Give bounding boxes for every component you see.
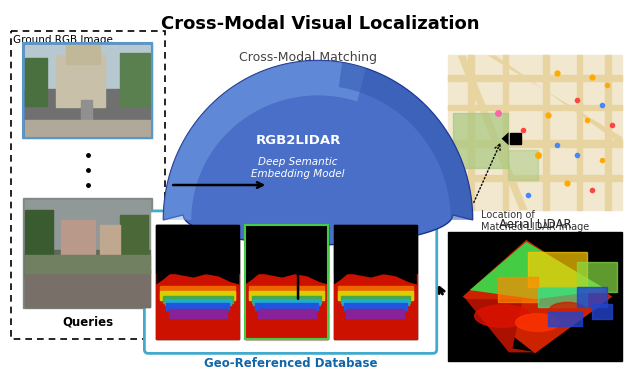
Bar	[250, 291, 324, 300]
Bar	[468, 55, 474, 210]
Bar	[25, 200, 150, 250]
Bar	[255, 303, 318, 310]
Bar	[346, 308, 404, 318]
Bar	[245, 225, 328, 339]
Bar	[100, 225, 120, 268]
Bar	[120, 215, 148, 275]
Bar	[65, 44, 100, 64]
Bar	[342, 299, 408, 305]
Bar	[25, 270, 150, 307]
Bar	[593, 303, 612, 319]
Polygon shape	[458, 55, 527, 210]
Bar	[448, 140, 622, 147]
Bar	[509, 133, 520, 144]
Bar	[161, 286, 235, 299]
Bar	[120, 52, 150, 106]
Bar	[156, 225, 239, 339]
Polygon shape	[156, 225, 239, 284]
Polygon shape	[470, 242, 607, 299]
Bar	[22, 43, 152, 138]
Polygon shape	[163, 60, 473, 245]
Bar	[448, 105, 622, 110]
Bar	[169, 308, 227, 318]
Ellipse shape	[550, 302, 586, 317]
Bar	[164, 299, 231, 305]
Bar	[250, 286, 324, 299]
Text: Aerial LIDAR
3D Point Cloud: Aerial LIDAR 3D Point Cloud	[492, 218, 579, 246]
Text: Ground RGB Image: Ground RGB Image	[13, 35, 113, 44]
Polygon shape	[334, 225, 417, 284]
Bar	[156, 273, 239, 339]
Bar	[577, 55, 582, 210]
Bar	[22, 43, 152, 138]
Bar	[338, 291, 413, 300]
Bar	[340, 296, 410, 303]
Bar	[245, 225, 328, 273]
Bar	[334, 225, 417, 339]
Text: Geo-Referenced Database: Geo-Referenced Database	[204, 357, 378, 370]
Bar	[543, 55, 548, 210]
Bar	[252, 296, 321, 303]
Bar	[166, 303, 229, 310]
Polygon shape	[502, 132, 509, 145]
Bar	[245, 225, 328, 339]
Bar	[547, 311, 582, 326]
Text: LIDAR Modality (Rendered Depth Images): LIDAR Modality (Rendered Depth Images)	[175, 197, 406, 207]
Bar	[448, 75, 622, 81]
Text: Deep Semantic
Embedding Model: Deep Semantic Embedding Model	[252, 157, 345, 179]
Bar	[161, 291, 235, 300]
Polygon shape	[466, 299, 537, 352]
Bar	[605, 55, 611, 210]
Bar	[577, 262, 618, 292]
Polygon shape	[463, 240, 612, 353]
Bar	[25, 255, 150, 273]
Text: Location of
Matched LIDAR Image: Location of Matched LIDAR Image	[481, 210, 589, 231]
Bar	[25, 210, 52, 278]
Bar	[253, 299, 320, 305]
Bar	[527, 252, 588, 287]
Text: Queries: Queries	[62, 316, 113, 328]
Polygon shape	[488, 55, 622, 145]
Bar	[25, 250, 150, 307]
Polygon shape	[163, 60, 366, 220]
Bar	[577, 287, 607, 307]
Bar	[344, 303, 407, 310]
Polygon shape	[245, 225, 328, 284]
Bar	[448, 175, 622, 181]
Bar	[502, 55, 508, 210]
Bar	[25, 58, 47, 106]
Text: Cross-Modal Matching: Cross-Modal Matching	[239, 51, 377, 63]
Bar	[498, 277, 538, 302]
Bar	[338, 286, 413, 299]
Text: RGB2LIDAR: RGB2LIDAR	[255, 134, 340, 147]
Bar	[538, 287, 588, 307]
Bar	[334, 273, 417, 339]
Bar	[448, 232, 622, 362]
Polygon shape	[339, 63, 473, 220]
Text: Cross-Modal Visual Localization: Cross-Modal Visual Localization	[161, 15, 479, 33]
Bar	[25, 89, 150, 137]
FancyBboxPatch shape	[145, 211, 436, 353]
Bar	[257, 308, 316, 318]
Ellipse shape	[516, 314, 559, 331]
Bar	[448, 55, 622, 210]
Bar	[334, 225, 417, 273]
Bar	[25, 44, 150, 89]
Bar	[508, 150, 538, 180]
Bar	[245, 273, 328, 339]
Bar	[81, 100, 93, 137]
Bar	[61, 220, 95, 268]
Bar	[452, 113, 508, 168]
Bar	[22, 198, 152, 308]
Ellipse shape	[475, 305, 531, 327]
Bar	[25, 120, 150, 137]
Bar	[56, 55, 106, 107]
Bar	[163, 296, 232, 303]
Bar	[156, 225, 239, 273]
